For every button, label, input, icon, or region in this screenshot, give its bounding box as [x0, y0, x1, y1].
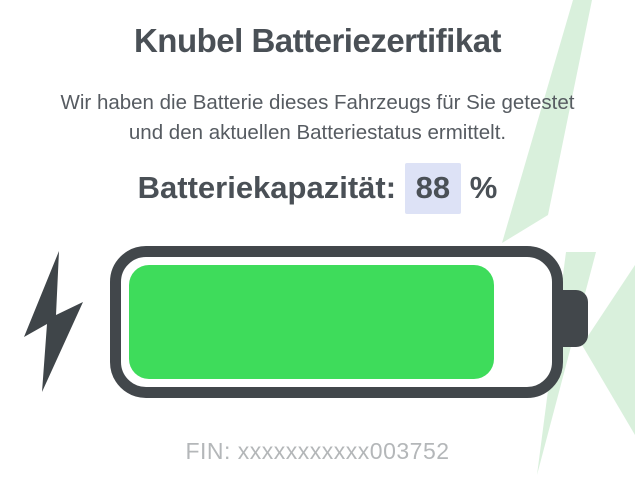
- capacity-line: Batteriekapazität: 88 %: [0, 163, 635, 214]
- fin-text: FIN: xxxxxxxxxxx003752: [185, 438, 450, 464]
- subtitle-line-1: Wir haben die Batterie dieses Fahrzeugs …: [60, 91, 575, 114]
- certificate-content: Knubel Batteriezertifikat Wir haben die …: [0, 0, 635, 214]
- battery-body: [110, 246, 563, 398]
- capacity-label: Batteriekapazität:: [137, 170, 397, 205]
- subtitle: Wir haben die Batterie dieses Fahrzeugs …: [0, 88, 635, 148]
- capacity-unit: %: [469, 170, 498, 205]
- battery-icon: [110, 246, 588, 398]
- page-title: Knubel Batteriezertifikat: [133, 22, 502, 59]
- subtitle-line-2: und den aktuellen Batteriestatus ermitte…: [128, 121, 507, 144]
- capacity-value-highlight: 88: [404, 163, 462, 214]
- battery-fill: [129, 265, 495, 379]
